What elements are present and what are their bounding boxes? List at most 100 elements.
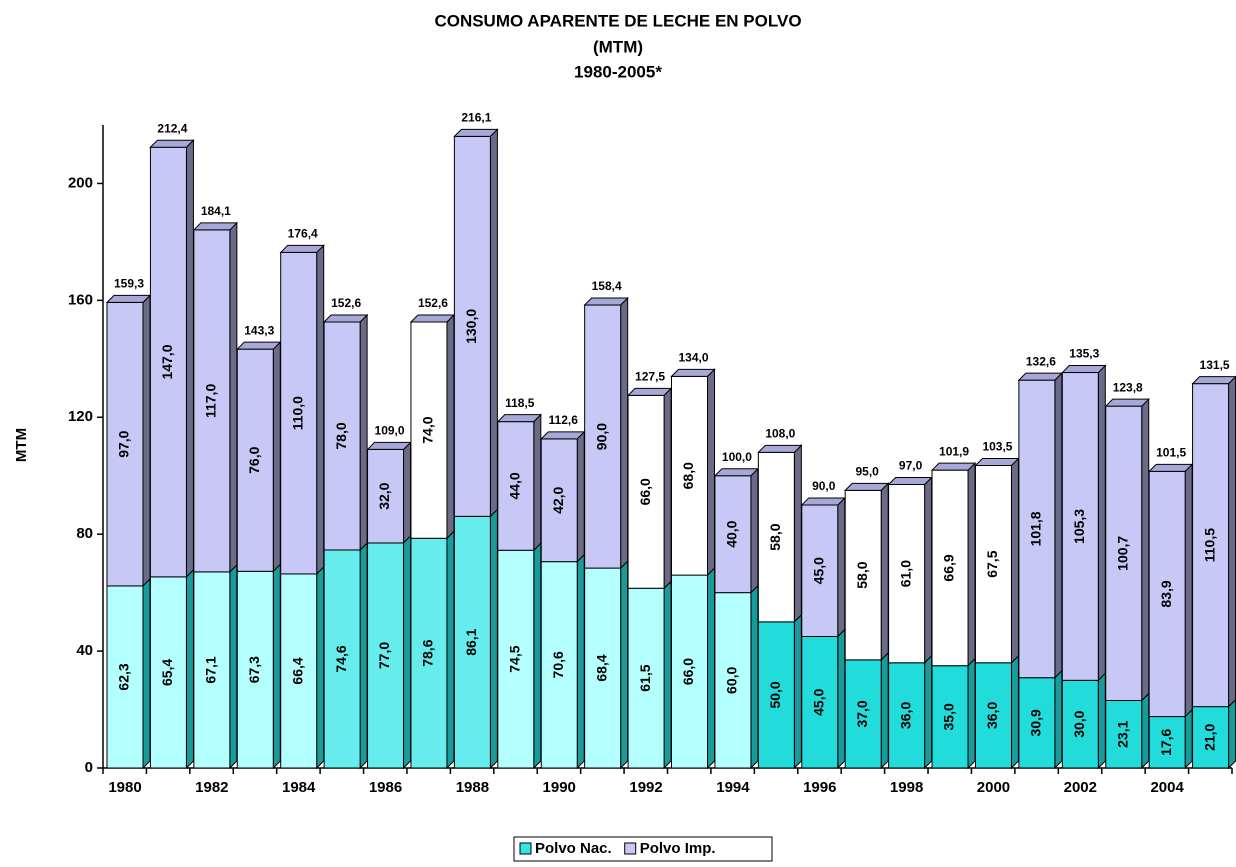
x-tick-label: 1984: [282, 779, 316, 796]
total-label: 123,8: [1113, 380, 1143, 394]
bar-side: [837, 628, 846, 770]
total-label: 101,5: [1156, 446, 1186, 460]
bar-segment: [714, 592, 752, 769]
bar-side: [793, 444, 802, 624]
bar-side: [707, 368, 715, 577]
bar-top: [192, 222, 239, 231]
total-label: 132,6: [1026, 355, 1056, 369]
bar-side: [533, 542, 542, 770]
data-label: 78,6: [420, 639, 436, 666]
bar-top: [149, 139, 195, 148]
bar-segment: [1061, 679, 1099, 769]
x-tick-label: 1992: [629, 779, 662, 796]
bar-side: [576, 553, 585, 770]
bar-top: [279, 244, 325, 253]
total-label: 212,4: [157, 121, 187, 135]
data-label: 30,0: [1071, 710, 1087, 737]
bar-top: [1104, 398, 1150, 407]
bar-top: [843, 482, 890, 491]
bar-segment: [323, 321, 361, 551]
bar-side: [272, 563, 281, 770]
bar-side: [1228, 698, 1236, 770]
data-label: 58,0: [854, 561, 870, 588]
bar-side: [663, 387, 672, 590]
data-label: 65,4: [159, 659, 175, 686]
bar-side: [185, 139, 194, 579]
data-label: 66,9: [941, 554, 957, 581]
data-label: 36,0: [984, 702, 1000, 729]
total-label: 159,3: [114, 277, 144, 291]
x-tick-label: 1996: [803, 779, 836, 796]
bar-side: [229, 221, 238, 574]
bar-side: [1141, 397, 1150, 702]
total-label: 108,0: [765, 427, 795, 441]
bar-side: [272, 340, 281, 573]
bar-segment: [367, 542, 405, 769]
bar-top: [757, 444, 803, 453]
bar-top: [453, 128, 499, 137]
bar-side: [750, 584, 759, 770]
bar-side: [924, 654, 933, 770]
bar-side: [1010, 457, 1019, 664]
x-tick-label: 1982: [195, 779, 228, 796]
bar-segment: [280, 251, 318, 575]
data-label: 36,0: [897, 702, 913, 729]
legend-label: Polvo Imp.: [640, 840, 716, 857]
data-label: 45,0: [810, 688, 826, 715]
bar-side: [880, 651, 889, 770]
legend-swatch: [519, 842, 532, 855]
bar-side: [489, 508, 498, 770]
x-tick-label: 2004: [1150, 779, 1184, 796]
y-tick-label: 160: [68, 291, 93, 308]
bar-top: [1147, 463, 1194, 472]
total-label: 109,0: [375, 424, 405, 438]
bar-top: [1017, 372, 1064, 381]
bar-segment: [453, 135, 491, 517]
data-label: 110,0: [289, 396, 305, 430]
bar-side: [1010, 654, 1019, 770]
total-label: 118,5: [505, 396, 535, 410]
bar-segment: [1018, 379, 1056, 679]
data-label: 74,5: [507, 645, 523, 672]
data-label: 62,3: [116, 663, 132, 690]
bar-top: [496, 414, 543, 423]
chart-title: CONSUMO APARENTE DE LECHE EN POLVO: [434, 11, 801, 30]
total-label: 100,0: [722, 450, 752, 464]
bar-top: [887, 476, 933, 485]
total-label: 101,9: [939, 444, 969, 458]
bar-side: [403, 441, 412, 545]
total-label: 152,6: [331, 296, 361, 310]
total-label: 112,6: [549, 413, 579, 427]
bar-top: [322, 314, 369, 323]
data-label: 67,5: [984, 550, 1000, 577]
bar-segment: [844, 489, 882, 661]
bar-segment: [323, 549, 361, 769]
bar-side: [316, 244, 325, 576]
bar-segment: [453, 515, 491, 769]
bar-side: [316, 565, 325, 770]
bar-side: [359, 541, 368, 770]
bar-side: [446, 313, 455, 540]
y-axis-label: MTM: [13, 428, 30, 462]
bar-top: [974, 457, 1020, 466]
data-label: 61,5: [637, 664, 653, 691]
y-tick-label: 120: [68, 408, 93, 425]
bar-segment: [540, 561, 578, 769]
x-tick-label: 2002: [1064, 779, 1097, 796]
bar-segment: [888, 662, 926, 769]
total-label: 97,0: [899, 459, 923, 473]
total-label: 143,3: [244, 323, 274, 337]
bar-segment: [1018, 677, 1056, 769]
data-label: 90,0: [593, 423, 609, 450]
total-label: 152,6: [418, 296, 448, 310]
bar-side: [229, 563, 238, 770]
bar-segment: [1192, 706, 1230, 769]
data-label: 58,0: [767, 523, 783, 550]
bar-top: [409, 314, 456, 323]
y-tick-label: 40: [76, 642, 93, 659]
bar-segment: [540, 438, 578, 563]
data-label: 74,6: [333, 645, 349, 672]
bar-side: [359, 313, 368, 552]
bar-side: [1097, 364, 1106, 682]
bar-segment: [149, 576, 187, 769]
